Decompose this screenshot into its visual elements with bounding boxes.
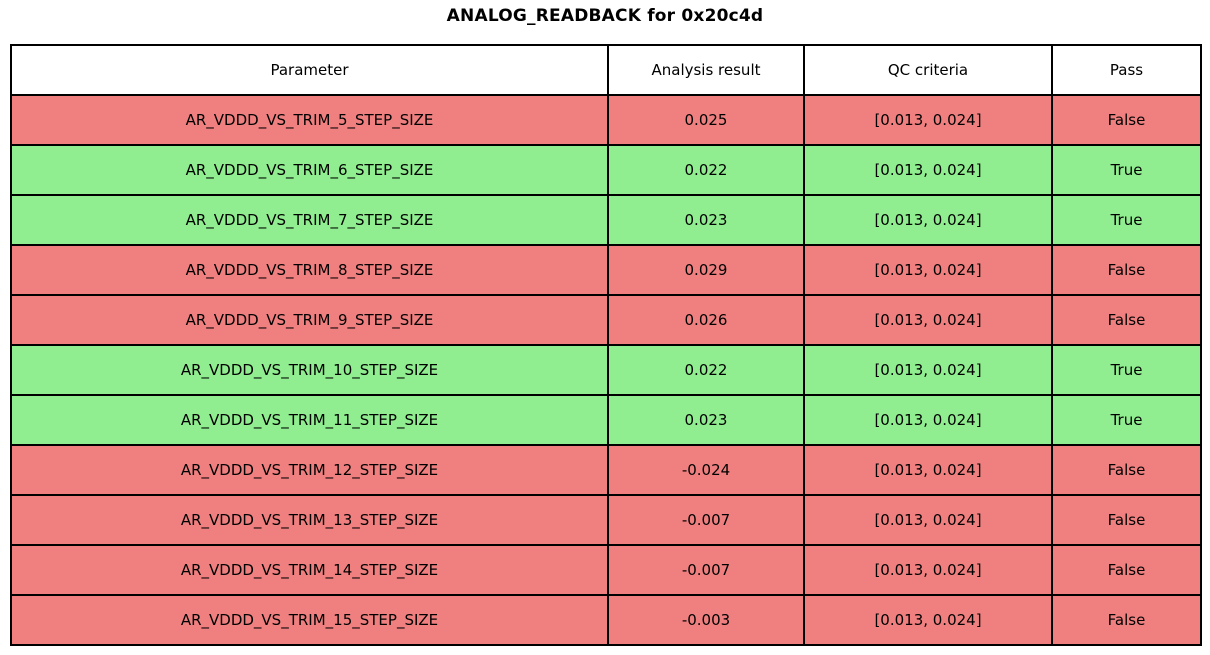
cell-pass: False	[1051, 444, 1202, 496]
cell-parameter: AR_VDDD_VS_TRIM_9_STEP_SIZE	[10, 294, 609, 346]
qc-results-table: Parameter Analysis result QC criteria Pass …	[10, 44, 1202, 646]
cell-qc-criteria: [0.013, 0.024]	[803, 344, 1053, 396]
table-row: AR_VDDD_VS_TRIM_15_STEP_SIZE -0.003 [0.013…	[10, 594, 1202, 646]
column-header-parameter: Parameter	[10, 44, 609, 96]
table-body: AR_VDDD_VS_TRIM_5_STEP_SIZE 0.025 [0.013, …	[10, 94, 1202, 646]
cell-pass: True	[1051, 194, 1202, 246]
cell-qc-criteria: [0.013, 0.024]	[803, 394, 1053, 446]
table-header-row: Parameter Analysis result QC criteria Pass	[10, 44, 1202, 96]
page-title: ANALOG_READBACK for 0x20c4d	[446, 6, 764, 26]
cell-analysis-result: 0.023	[607, 194, 805, 246]
cell-qc-criteria: [0.013, 0.024]	[803, 544, 1053, 596]
cell-qc-criteria: [0.013, 0.024]	[803, 194, 1053, 246]
cell-qc-criteria: [0.013, 0.024]	[803, 294, 1053, 346]
cell-parameter: AR_VDDD_VS_TRIM_14_STEP_SIZE	[10, 544, 609, 596]
cell-qc-criteria: [0.013, 0.024]	[803, 244, 1053, 296]
cell-analysis-result: 0.025	[607, 94, 805, 146]
cell-analysis-result: -0.007	[607, 494, 805, 546]
cell-analysis-result: 0.023	[607, 394, 805, 446]
cell-parameter: AR_VDDD_VS_TRIM_5_STEP_SIZE	[10, 94, 609, 146]
cell-parameter: AR_VDDD_VS_TRIM_8_STEP_SIZE	[10, 244, 609, 296]
cell-pass: True	[1051, 394, 1202, 446]
table-row: AR_VDDD_VS_TRIM_12_STEP_SIZE -0.024 [0.013…	[10, 444, 1202, 496]
table-row: AR_VDDD_VS_TRIM_8_STEP_SIZE 0.029 [0.013, …	[10, 244, 1202, 296]
cell-pass: False	[1051, 244, 1202, 296]
cell-parameter: AR_VDDD_VS_TRIM_12_STEP_SIZE	[10, 444, 609, 496]
cell-analysis-result: -0.024	[607, 444, 805, 496]
table-row: AR_VDDD_VS_TRIM_13_STEP_SIZE -0.007 [0.013…	[10, 494, 1202, 546]
cell-qc-criteria: [0.013, 0.024]	[803, 144, 1053, 196]
cell-analysis-result: 0.022	[607, 144, 805, 196]
cell-parameter: AR_VDDD_VS_TRIM_6_STEP_SIZE	[10, 144, 609, 196]
cell-analysis-result: 0.022	[607, 344, 805, 396]
cell-parameter: AR_VDDD_VS_TRIM_15_STEP_SIZE	[10, 594, 609, 646]
cell-parameter: AR_VDDD_VS_TRIM_7_STEP_SIZE	[10, 194, 609, 246]
cell-qc-criteria: [0.013, 0.024]	[803, 444, 1053, 496]
cell-pass: True	[1051, 344, 1202, 396]
cell-pass: False	[1051, 94, 1202, 146]
cell-pass: False	[1051, 494, 1202, 546]
table-row: AR_VDDD_VS_TRIM_7_STEP_SIZE 0.023 [0.013, …	[10, 194, 1202, 246]
cell-qc-criteria: [0.013, 0.024]	[803, 94, 1053, 146]
cell-analysis-result: -0.003	[607, 594, 805, 646]
table-row: AR_VDDD_VS_TRIM_9_STEP_SIZE 0.026 [0.013, …	[10, 294, 1202, 346]
cell-analysis-result: 0.026	[607, 294, 805, 346]
cell-pass: False	[1051, 594, 1202, 646]
table-row: AR_VDDD_VS_TRIM_6_STEP_SIZE 0.022 [0.013, …	[10, 144, 1202, 196]
cell-pass: True	[1051, 144, 1202, 196]
table-row: AR_VDDD_VS_TRIM_10_STEP_SIZE 0.022 [0.013,…	[10, 344, 1202, 396]
column-header-qc-criteria: QC criteria	[803, 44, 1053, 96]
cell-parameter: AR_VDDD_VS_TRIM_13_STEP_SIZE	[10, 494, 609, 546]
cell-pass: False	[1051, 544, 1202, 596]
table-row: AR_VDDD_VS_TRIM_5_STEP_SIZE 0.025 [0.013, …	[10, 94, 1202, 146]
cell-pass: False	[1051, 294, 1202, 346]
cell-analysis-result: 0.029	[607, 244, 805, 296]
cell-parameter: AR_VDDD_VS_TRIM_11_STEP_SIZE	[10, 394, 609, 446]
cell-analysis-result: -0.007	[607, 544, 805, 596]
cell-qc-criteria: [0.013, 0.024]	[803, 494, 1053, 546]
column-header-pass: Pass	[1051, 44, 1202, 96]
cell-qc-criteria: [0.013, 0.024]	[803, 594, 1053, 646]
cell-parameter: AR_VDDD_VS_TRIM_10_STEP_SIZE	[10, 344, 609, 396]
table-row: AR_VDDD_VS_TRIM_11_STEP_SIZE 0.023 [0.013,…	[10, 394, 1202, 446]
table-row: AR_VDDD_VS_TRIM_14_STEP_SIZE -0.007 [0.013…	[10, 544, 1202, 596]
column-header-analysis-result: Analysis result	[607, 44, 805, 96]
